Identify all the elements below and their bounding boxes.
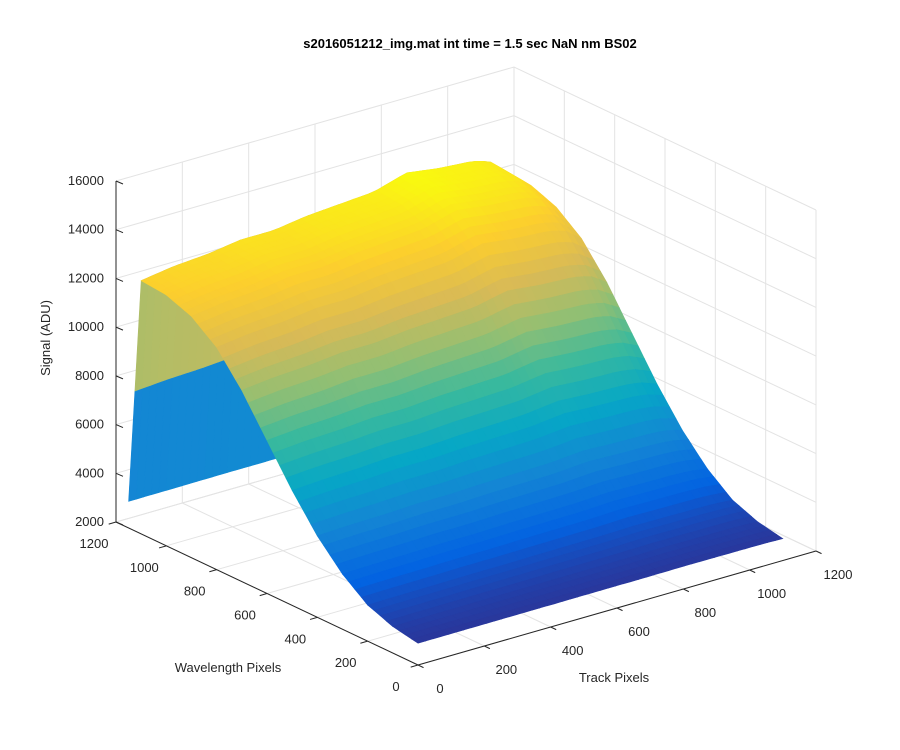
- z-tick-mark: [115, 326, 124, 331]
- z-tick-label: 2000: [75, 514, 104, 529]
- y-tick-label: 400: [284, 631, 306, 646]
- z-gridline: [115, 66, 817, 211]
- x-tick-mark: [749, 569, 756, 574]
- surface-layer: [128, 160, 784, 644]
- z-tick-label: 8000: [75, 368, 104, 383]
- y-tick-mark: [108, 521, 117, 525]
- y-tick-label: 0: [392, 679, 399, 694]
- z-tick-label: 6000: [75, 417, 104, 432]
- x-tick-label: 1200: [824, 567, 853, 582]
- x-tick-mark: [550, 626, 557, 631]
- x-tick-label: 400: [562, 643, 584, 658]
- x-tick-label: 0: [436, 681, 443, 696]
- y-tick-mark: [360, 640, 368, 644]
- x-tick-mark: [683, 588, 690, 593]
- x-tick-mark: [417, 664, 424, 669]
- z-tick-label: 14000: [68, 222, 104, 237]
- y-tick-mark: [158, 545, 167, 549]
- y-axis-label: Wavelength Pixels: [175, 660, 282, 675]
- y-tick-mark: [410, 664, 419, 668]
- z-tick-label: 10000: [68, 319, 104, 334]
- z-tick-label: 16000: [68, 173, 104, 188]
- surface-patch: [768, 534, 784, 541]
- y-tick-label: 600: [234, 608, 256, 623]
- x-axis-label: Track Pixels: [579, 670, 650, 685]
- y-tick-label: 200: [335, 655, 357, 670]
- y-tick-label: 800: [184, 584, 206, 599]
- y-tick-label: 1200: [80, 536, 109, 551]
- z-axis-label: Signal (ADU): [38, 300, 53, 376]
- z-tick-mark: [115, 521, 124, 526]
- z-tick-mark: [115, 277, 124, 282]
- x-tick-mark: [484, 645, 491, 650]
- y-tick-label: 1000: [130, 560, 159, 575]
- y-tick-mark: [259, 593, 268, 597]
- x-tick-mark: [616, 607, 623, 612]
- x-tick-label: 200: [495, 662, 517, 677]
- z-tick-label: 12000: [68, 270, 104, 285]
- z-gridline: [115, 115, 817, 260]
- z-tick-mark: [115, 472, 124, 477]
- y-tick-mark: [209, 569, 217, 573]
- y-tick-mark: [309, 616, 318, 620]
- z-tick-mark: [115, 229, 124, 234]
- z-tick-mark: [115, 424, 124, 429]
- x-tick-label: 800: [694, 605, 716, 620]
- axis-layer: 0200400600800100012000200400600800100012…: [68, 173, 853, 696]
- x-tick-label: 600: [628, 624, 650, 639]
- z-tick-label: 4000: [75, 465, 104, 480]
- x-tick-label: 1000: [757, 586, 786, 601]
- x-tick-mark: [815, 550, 822, 555]
- z-tick-mark: [115, 375, 124, 380]
- z-tick-mark: [115, 180, 124, 185]
- chart-title: s2016051212_img.mat int time = 1.5 sec N…: [303, 36, 637, 51]
